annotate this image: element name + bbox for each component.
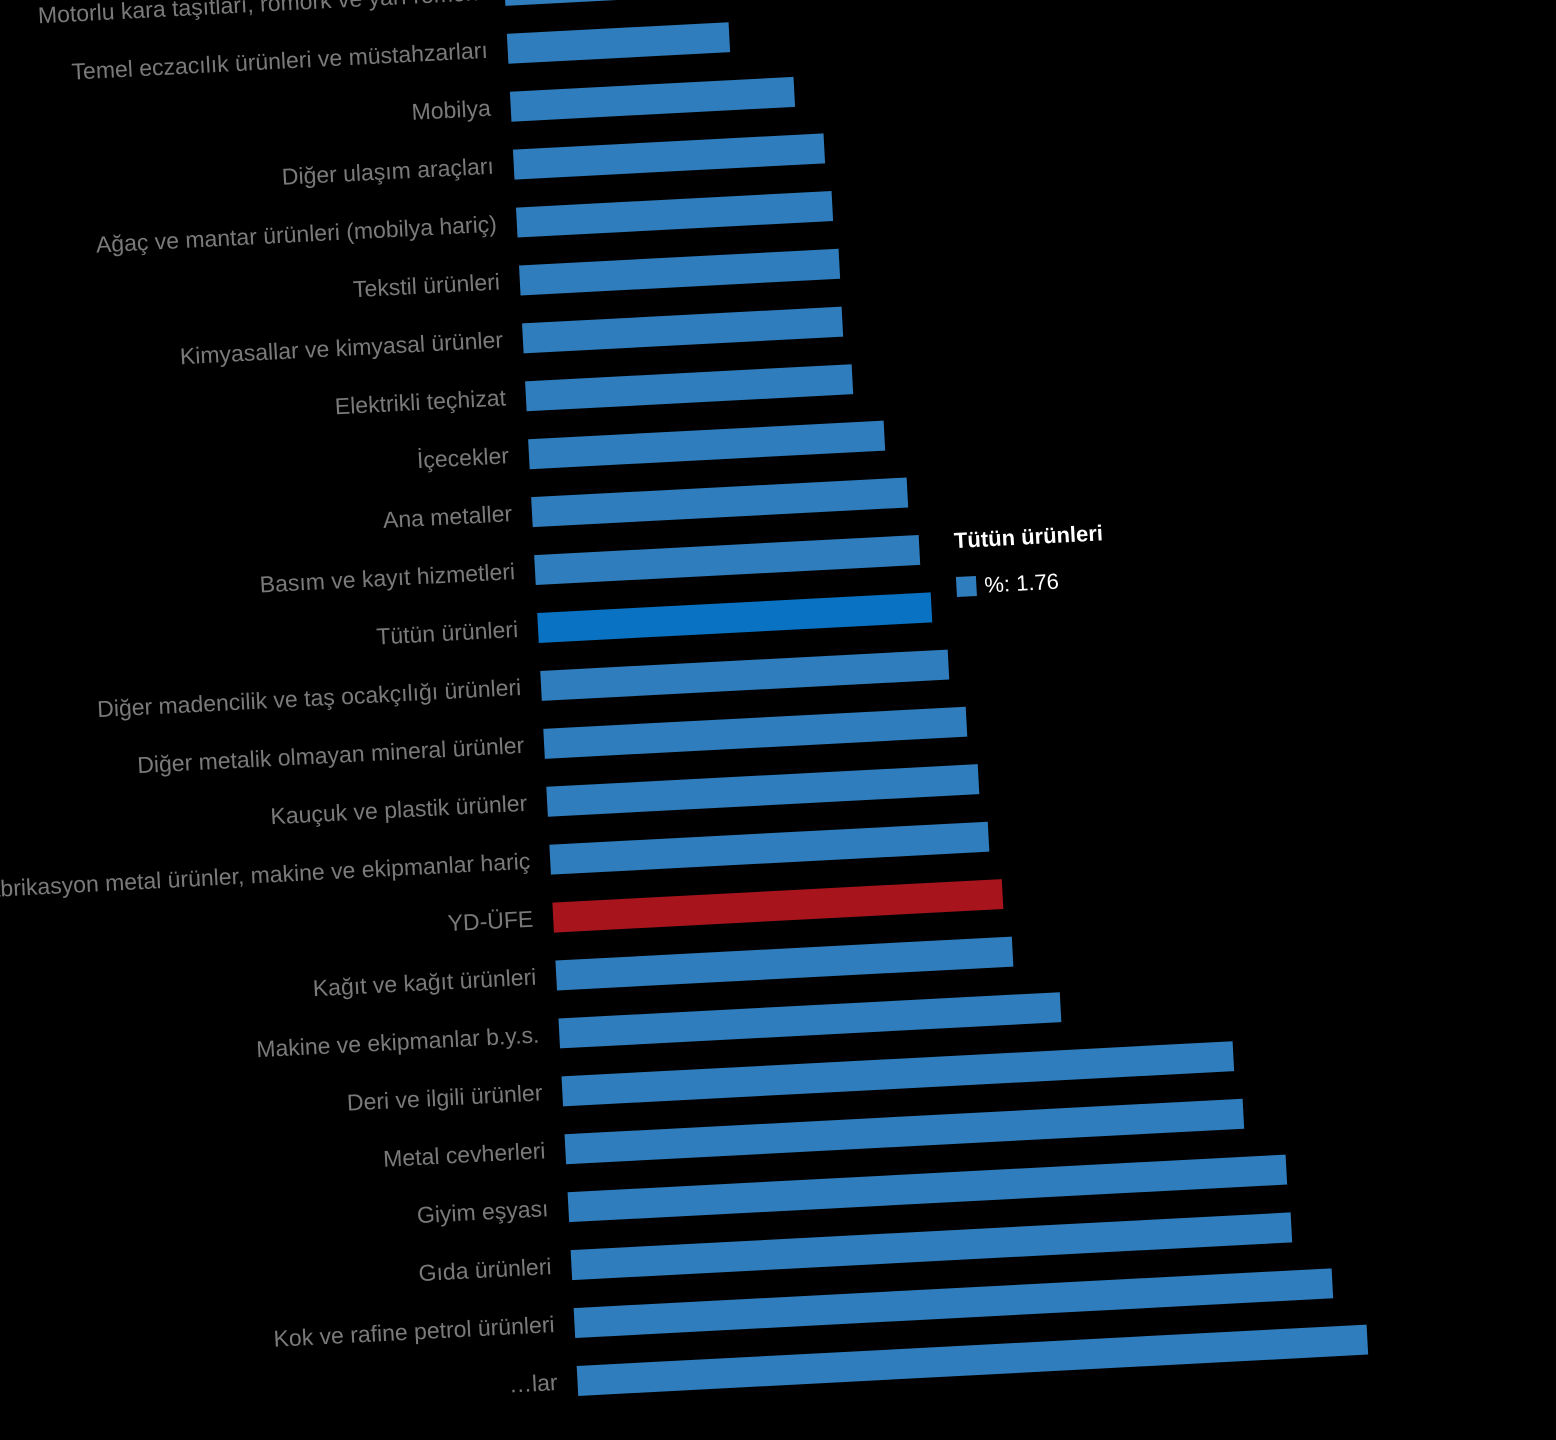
bar[interactable]	[522, 306, 844, 354]
bar[interactable]	[506, 22, 730, 64]
bar[interactable]	[525, 364, 854, 412]
category-label: Tütün ürünleri	[375, 616, 519, 650]
category-label: …lar	[508, 1369, 559, 1398]
bar[interactable]	[512, 133, 826, 180]
bar[interactable]	[534, 534, 921, 586]
category-label: Deri ve ilgili ürünler	[346, 1079, 543, 1116]
bar[interactable]	[552, 879, 1004, 933]
category-label: Ana metaller	[382, 500, 513, 533]
category-label: Metal cevherleri	[382, 1137, 547, 1172]
bar[interactable]	[546, 764, 980, 817]
bar[interactable]	[509, 76, 796, 122]
bar[interactable]	[503, 0, 622, 6]
category-label: Mobilya	[410, 94, 492, 125]
category-label: YD-ÜFE	[447, 905, 534, 937]
bar[interactable]	[537, 592, 933, 643]
bar[interactable]	[543, 706, 968, 759]
bar[interactable]	[519, 248, 841, 296]
category-label: Elektrikli teçhizat	[334, 384, 507, 420]
category-label: Gıda ürünleri	[417, 1253, 553, 1287]
bar[interactable]	[515, 191, 833, 238]
category-label: Giyim eşyası	[416, 1195, 550, 1229]
bar[interactable]	[549, 821, 990, 875]
category-label: İçecekler	[416, 442, 510, 474]
bar[interactable]	[528, 420, 886, 470]
bar[interactable]	[555, 936, 1014, 991]
bar[interactable]	[531, 477, 909, 528]
category-label: Tekstil ürünleri	[352, 268, 501, 303]
bar[interactable]	[540, 649, 949, 701]
